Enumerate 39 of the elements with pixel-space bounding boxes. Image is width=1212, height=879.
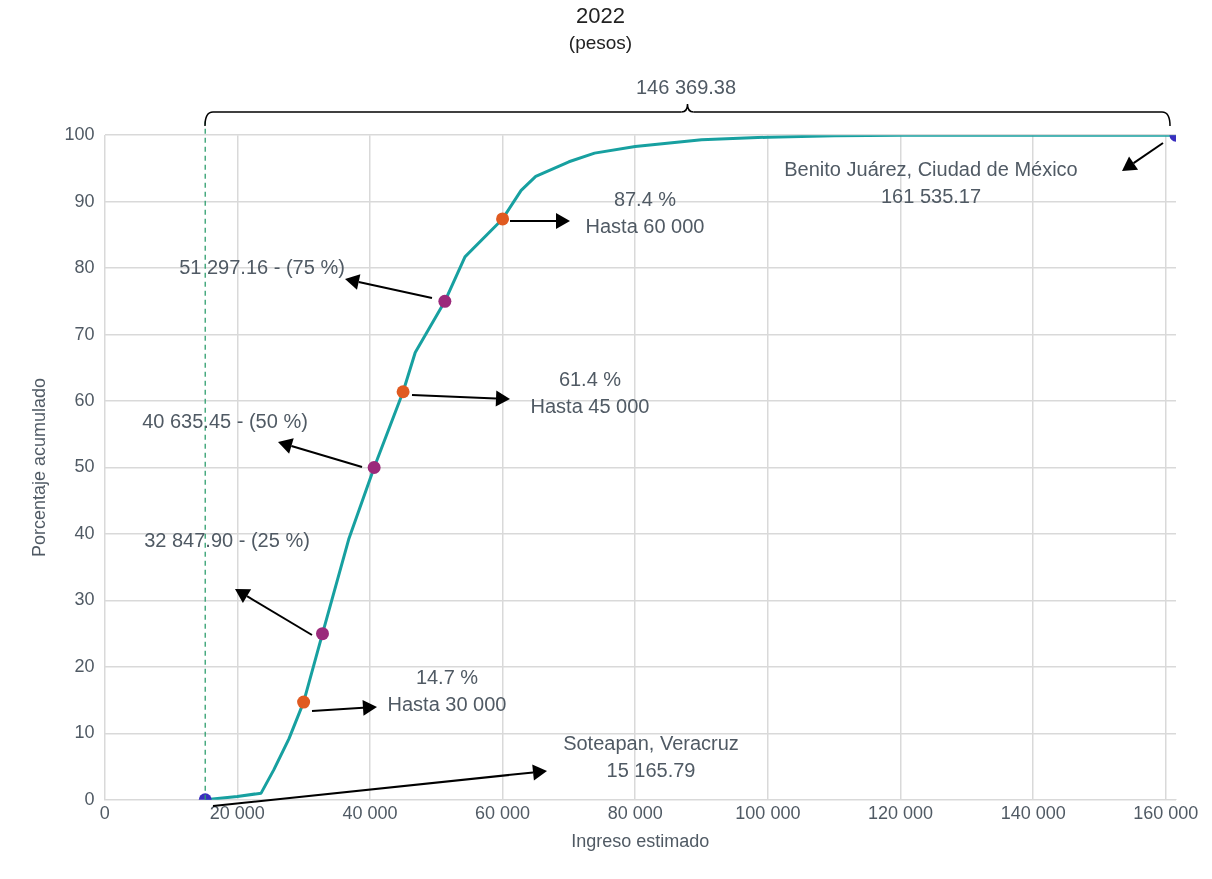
point <box>315 627 329 641</box>
annotation: Soteapan, Veracruz 15 165.79 <box>563 731 739 781</box>
x-tick-label: 80 000 <box>607 802 663 823</box>
chart-title: 2022 <box>576 3 625 29</box>
x-tick-label: 0 <box>99 802 110 823</box>
x-tick-label: 60 000 <box>475 802 531 823</box>
chart-subtitle: (pesos) <box>568 32 633 54</box>
point <box>438 294 452 308</box>
y-tick-label: 0 <box>84 788 95 809</box>
y-tick-label: 50 <box>74 456 95 477</box>
annotation: 14.7 % Hasta 30 000 <box>387 665 507 715</box>
y-tick-label: 40 <box>74 522 95 543</box>
annotation: 40 635.45 - (50 %) <box>142 409 308 432</box>
annotation: 87.4 % Hasta 60 000 <box>585 187 705 237</box>
x-tick-label: 160 000 <box>1133 802 1199 823</box>
annotation: 51 297.16 - (75 %) <box>179 255 345 278</box>
point <box>396 385 410 399</box>
x-tick-label: 140 000 <box>1000 802 1066 823</box>
y-tick-label: 10 <box>74 722 95 743</box>
y-tick-label: 100 <box>64 124 95 145</box>
y-tick-label: 90 <box>74 190 95 211</box>
x-tick-label: 20 000 <box>209 802 265 823</box>
point <box>297 695 311 709</box>
annotation: 32 847.90 - (25 %) <box>144 528 310 551</box>
annotation: 61.4 % Hasta 45 000 <box>530 367 650 417</box>
y-tick-label: 80 <box>74 257 95 278</box>
x-tick-label: 120 000 <box>867 802 934 823</box>
x-tick-label: 40 000 <box>342 802 398 823</box>
y-tick-label: 20 <box>74 655 95 676</box>
y-axis-title: Porcentaje acumulado <box>28 377 49 558</box>
x-axis-title: Ingreso estimado <box>571 831 710 852</box>
y-tick-label: 60 <box>74 390 95 411</box>
x-tick-label: 100 000 <box>735 802 801 823</box>
y-tick-label: 70 <box>74 323 95 344</box>
point <box>496 212 510 226</box>
annotation: Benito Juárez, Ciudad de México 161 535.17 <box>784 157 1078 207</box>
point <box>367 461 381 474</box>
text: 146 369.38 <box>635 75 737 98</box>
y-tick-label: 30 <box>74 589 95 610</box>
